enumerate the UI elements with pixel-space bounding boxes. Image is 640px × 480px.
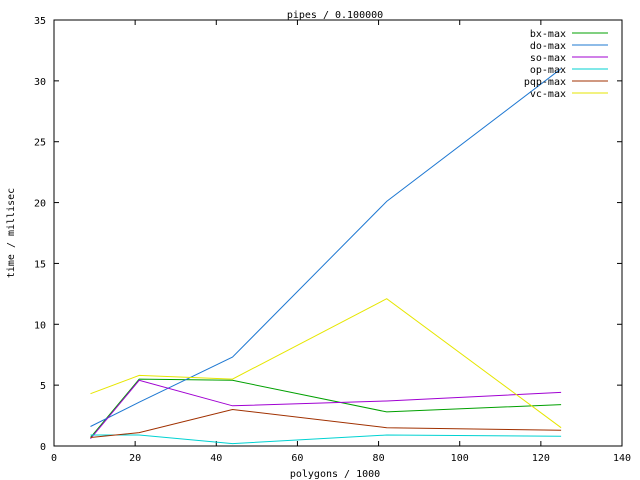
y-axis: 0 5 10 15 20 25 30 35 <box>34 16 622 453</box>
x-tick-label: 40 <box>210 453 222 464</box>
y-tick-label: 0 <box>40 442 46 453</box>
series-line-bx-max <box>90 378 562 438</box>
series-line-vc-max <box>90 298 562 429</box>
legend-label: vc-max <box>530 89 566 100</box>
y-tick-label: 35 <box>34 16 46 27</box>
series-line-so-max <box>90 379 562 440</box>
y-tick-label: 20 <box>34 199 46 210</box>
x-axis: 0 20 40 60 80 100 120 140 <box>51 20 631 464</box>
legend-label: so-max <box>530 53 566 64</box>
x-tick-label: 140 <box>613 453 631 464</box>
plot-frame <box>53 19 623 447</box>
series-line-do-max <box>90 68 562 427</box>
x-tick-label: 20 <box>129 453 141 464</box>
legend-label: do-max <box>530 41 566 52</box>
x-tick-label: 80 <box>373 453 385 464</box>
y-tick-label: 5 <box>40 381 46 392</box>
legend-label: op-max <box>530 65 566 76</box>
legend-label: pqp-max <box>524 77 566 88</box>
x-tick-label: 120 <box>532 453 550 464</box>
y-tick-label: 25 <box>34 138 46 149</box>
x-tick-label: 60 <box>291 453 303 464</box>
y-tick-label: 10 <box>34 320 46 331</box>
x-tick-label: 100 <box>451 453 469 464</box>
x-tick-label: 0 <box>51 453 57 464</box>
legend-label: bx-max <box>530 29 566 40</box>
chart-title: pipes / 0.100000 <box>287 10 383 21</box>
series-line-pqp-max <box>90 408 562 438</box>
plot-lines <box>90 68 562 445</box>
y-tick-label: 15 <box>34 259 46 270</box>
y-tick-label: 30 <box>34 77 46 88</box>
series-line-op-max <box>90 434 562 445</box>
y-axis-label: time / millisec <box>6 188 17 278</box>
x-axis-label: polygons / 1000 <box>290 469 380 480</box>
